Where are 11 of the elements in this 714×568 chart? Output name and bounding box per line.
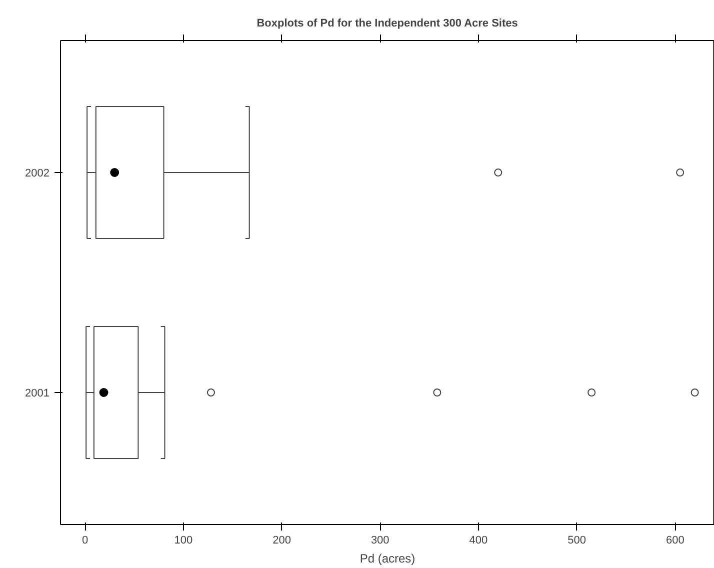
- x-tick-label: 400: [469, 534, 488, 546]
- x-tick-label: 500: [568, 534, 586, 546]
- x-axis-title: Pd (acres): [360, 552, 416, 566]
- x-tick-label: 200: [272, 534, 291, 546]
- x-tick-label: 300: [370, 534, 390, 546]
- chart-title: Boxplots of Pd for the Independent 300 Acre Sites: [256, 18, 518, 30]
- x-tick-label: 100: [174, 534, 193, 546]
- x-tick-label: 0: [82, 534, 88, 546]
- y-tick-label: 2002: [25, 168, 50, 180]
- x-tick-label: 600: [666, 534, 684, 546]
- y-tick-label: 2001: [25, 388, 50, 400]
